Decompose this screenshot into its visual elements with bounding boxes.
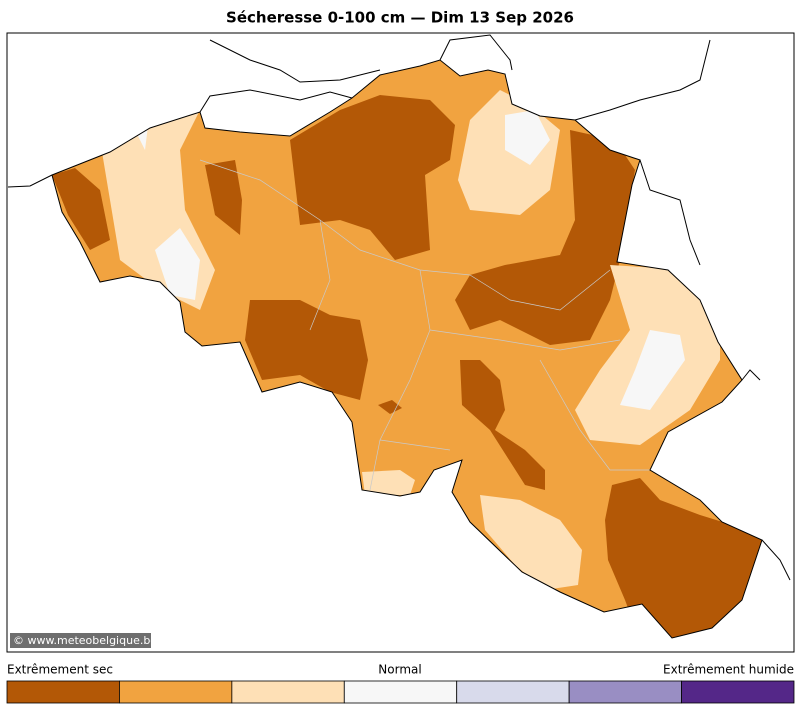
zone-very-dry: [52, 168, 110, 250]
watermark: © www.meteobelgique.be: [13, 634, 157, 647]
coastline: [7, 34, 791, 581]
legend-bar: [6, 680, 795, 704]
watermark-box: [10, 633, 151, 648]
legend-label: Extrêmement humide: [663, 663, 794, 677]
zone-normal: [620, 330, 685, 410]
legend-swatch: [6, 680, 120, 704]
legend-label: Normal: [378, 663, 421, 677]
legend-swatch: [119, 680, 233, 704]
zone-very-dry: [378, 400, 402, 414]
zone-normal: [505, 110, 550, 165]
map-title: Sécheresse 0-100 cm — Dim 13 Sep 2026: [226, 9, 574, 27]
province-border: [199, 159, 650, 491]
zone-very-dry: [290, 95, 455, 260]
legend-swatch: [681, 680, 795, 704]
legend-swatch: [568, 680, 682, 704]
legend-label: Extrêmement sec: [7, 663, 113, 677]
zone-normal: [155, 228, 200, 300]
zone-mild: [480, 495, 582, 590]
zone-mild: [362, 470, 415, 495]
zone-very-dry: [460, 360, 545, 490]
zone-very-dry: [245, 300, 368, 400]
legend-swatch: [231, 680, 345, 704]
legend-swatch: [343, 680, 458, 704]
zone-very-dry: [605, 478, 762, 638]
zone-very-dry: [455, 130, 635, 345]
zone-very-dry: [205, 160, 242, 235]
legend-swatch: [456, 680, 570, 704]
